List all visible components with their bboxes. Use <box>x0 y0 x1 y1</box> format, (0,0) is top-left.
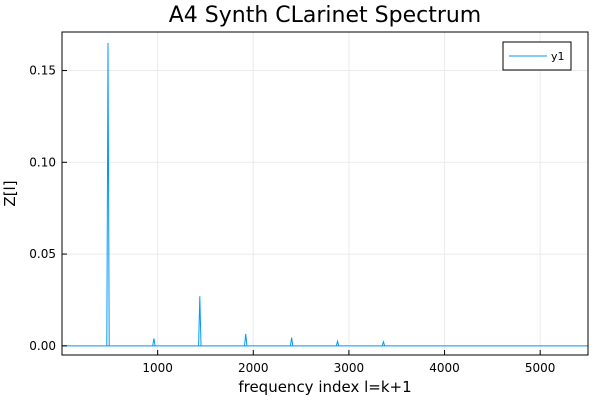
x-axis-label: frequency index l=k+1 <box>238 378 411 396</box>
legend: y1 <box>502 41 572 71</box>
axis-ticks: 1000 2000 3000 4000 5000 0.00 0.05 0.10 0.15 <box>29 64 555 375</box>
chart-title: A4 Synth CLarinet Spectrum <box>169 3 482 28</box>
x-tick-label: 2000 <box>238 361 269 375</box>
x-tick-label: 5000 <box>525 361 556 375</box>
legend-label-y1: y1 <box>551 50 565 63</box>
plot-frame <box>61 31 589 356</box>
y-axis-label: Z[l] <box>1 180 19 206</box>
grid <box>62 32 588 355</box>
y-tick-label: 0.00 <box>29 339 56 353</box>
y-tick-label: 0.15 <box>29 64 56 78</box>
spectrum-peak <box>335 339 340 346</box>
series-y1 <box>62 43 588 347</box>
spectrum-peak <box>381 340 386 346</box>
x-tick-label: 4000 <box>429 361 460 375</box>
x-tick-label: 3000 <box>334 361 365 375</box>
spectrum-peak <box>289 337 294 346</box>
y-tick-label: 0.10 <box>29 155 56 169</box>
x-tick-label: 1000 <box>142 361 173 375</box>
y-tick-label: 0.05 <box>29 247 56 261</box>
spectrum-peak <box>152 338 156 346</box>
spectrum-peak <box>106 43 110 346</box>
spectrum-peak <box>244 333 248 346</box>
spectrum-peak <box>198 296 202 346</box>
